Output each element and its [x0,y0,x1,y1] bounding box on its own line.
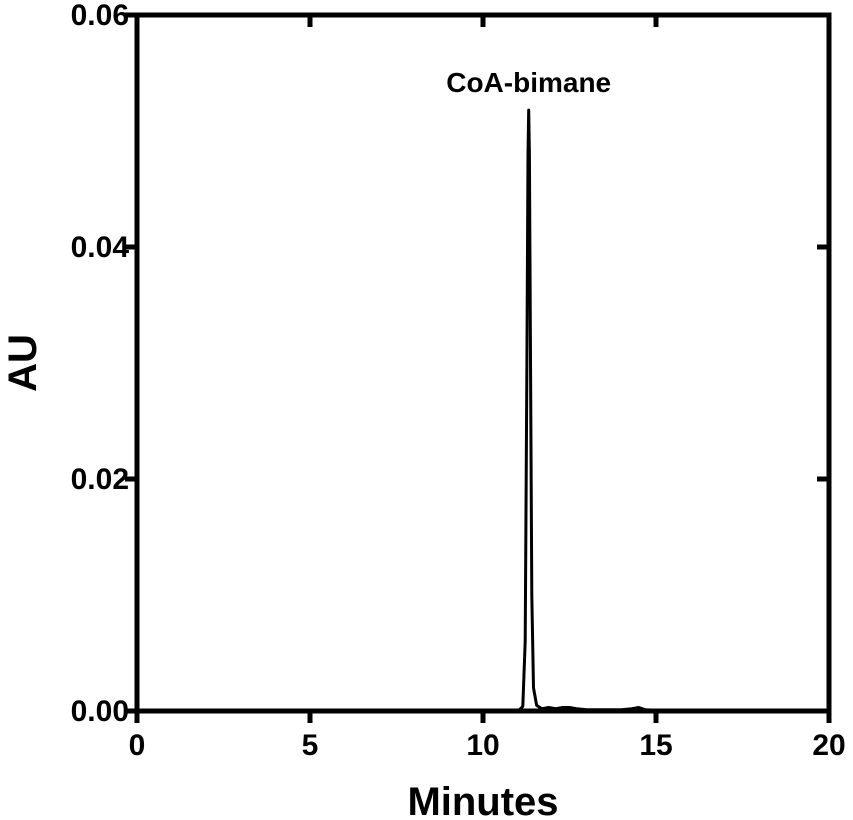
x-tick-label: 5 [302,729,319,762]
peak-annotation: CoA-bimane [446,67,611,98]
axes [134,12,832,714]
x-tick-label: 10 [466,729,499,762]
ticks: 0 5 10 15 20 0.00 0.02 0.04 0.06 [71,0,846,762]
x-tick-label: 15 [639,729,672,762]
y-tick-label: 0.00 [71,695,129,728]
chromatogram-trace [137,108,829,713]
y-tick-label: 0.06 [71,0,129,32]
y-tick-label: 0.02 [71,463,129,496]
x-tick-label: 20 [812,729,845,762]
x-axis-title: Minutes [407,780,558,820]
plot-frame [134,12,832,714]
series [137,108,829,713]
labels: CoA-bimane Minutes AU [1,67,611,820]
y-tick-label: 0.04 [71,231,130,264]
y-axis-title: AU [1,334,45,392]
x-tick-label: 0 [129,729,146,762]
